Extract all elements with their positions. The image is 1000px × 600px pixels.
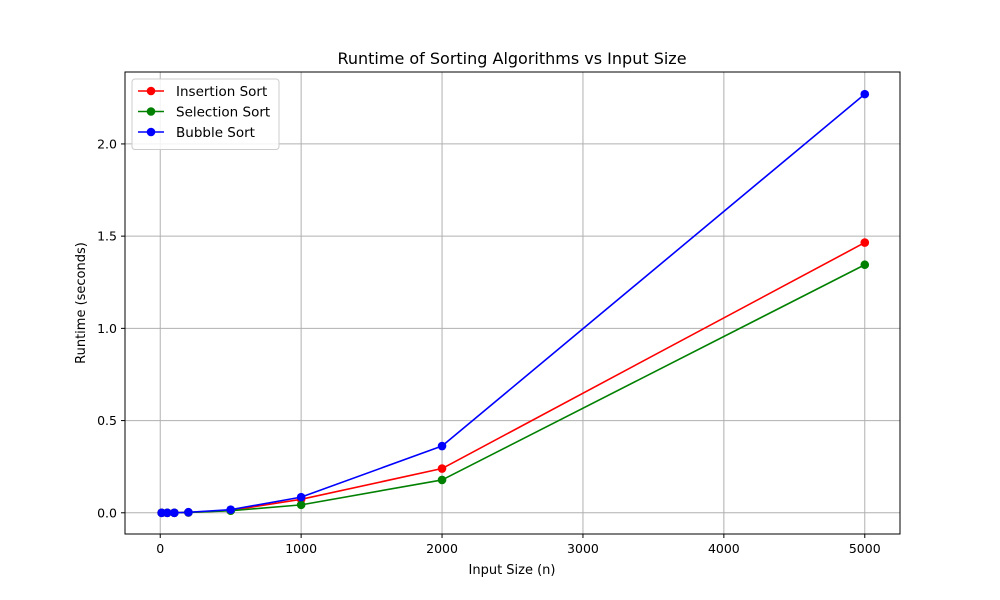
legend-marker-insertion-sort: [146, 86, 156, 96]
data-point-bubble-sort: [162, 508, 172, 518]
data-point-insertion-sort: [860, 238, 870, 247]
tick-layer: 0 1000 2000 3000 4000 5000 0.0 0.5 1.0 1.5 2.0: [97, 136, 881, 556]
legend-label-insertion-sort: Insertion Sort: [176, 84, 267, 100]
data-point-bubble-sort: [437, 441, 447, 451]
plot-frame: [124, 71, 901, 535]
legend-label-bubble-sort: Bubble Sort: [176, 125, 255, 141]
y-axis-label: Runtime (seconds): [74, 242, 89, 364]
legend-marker-selection-sort: [146, 107, 156, 116]
y-tick-label: 1.5: [97, 229, 117, 244]
series-line-bubble-sort: [161, 93, 866, 514]
data-point-insertion-sort: [437, 464, 447, 473]
data-point-selection-sort: [860, 260, 870, 270]
series-line-selection-sort: [161, 264, 866, 514]
x-axis-label: Input Size (n): [469, 563, 556, 578]
y-tick-label: 1.0: [97, 321, 117, 336]
y-tick-label: 2.0: [97, 136, 117, 151]
series-layer: [157, 89, 870, 518]
x-tick-label: 3000: [567, 541, 599, 556]
x-tick-label: 4000: [708, 541, 740, 556]
data-point-bubble-sort: [226, 505, 235, 514]
x-tick-label: 1000: [285, 541, 317, 556]
data-point-bubble-sort: [860, 89, 870, 99]
legend-label-selection-sort: Selection Sort: [176, 105, 270, 121]
legend: Insertion Sort Selection Sort Bubble Sort: [131, 78, 280, 150]
legend-box: [131, 78, 280, 150]
y-tick-label: 0.0: [97, 505, 117, 520]
x-tick-label: 5000: [849, 541, 881, 556]
x-tick-label: 2000: [426, 541, 458, 556]
legend-marker-bubble-sort: [146, 127, 156, 137]
series-line-insertion-sort: [161, 241, 866, 514]
data-point-bubble-sort: [296, 492, 306, 502]
data-point-selection-sort: [296, 500, 306, 510]
y-tick-label: 0.5: [97, 413, 117, 428]
data-point-bubble-sort: [170, 508, 179, 518]
x-tick-label: 0: [156, 541, 164, 556]
data-point-bubble-sort: [184, 507, 193, 517]
chart-title: Runtime of Sorting Algorithms vs Input S…: [337, 49, 686, 68]
data-point-selection-sort: [437, 475, 447, 485]
